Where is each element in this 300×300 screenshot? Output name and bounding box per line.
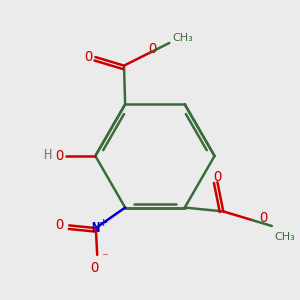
Text: O: O (213, 170, 222, 184)
Text: O: O (90, 261, 98, 275)
Text: O: O (148, 42, 156, 56)
Text: O: O (259, 212, 268, 226)
Text: H: H (43, 148, 51, 162)
Text: O: O (56, 149, 64, 163)
Text: O: O (84, 50, 92, 64)
Text: CH₃: CH₃ (172, 33, 193, 43)
Text: N: N (92, 221, 100, 235)
Text: CH₃: CH₃ (275, 232, 296, 242)
Text: O: O (55, 218, 63, 233)
Text: +: + (99, 218, 108, 228)
Text: ⁻: ⁻ (101, 251, 108, 264)
